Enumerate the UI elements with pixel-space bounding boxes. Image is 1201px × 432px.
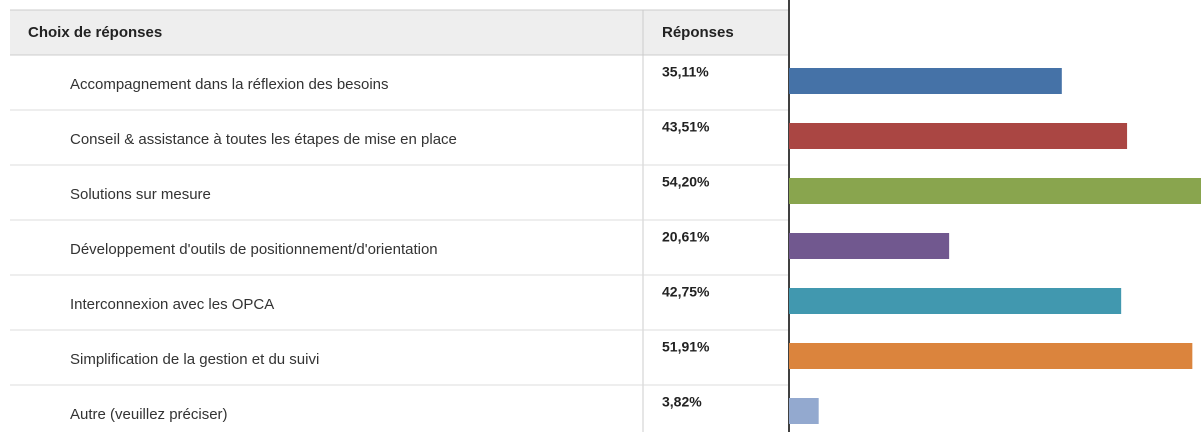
bar <box>789 178 1201 204</box>
choice-label: Autre (veuillez préciser) <box>70 406 228 423</box>
response-percent: 35,11% <box>662 64 709 80</box>
bar <box>789 68 1062 94</box>
response-percent: 20,61% <box>662 229 710 245</box>
choice-label: Solutions sur mesure <box>70 186 211 203</box>
bar <box>789 343 1193 369</box>
bar <box>789 123 1128 149</box>
response-percent: 43,51% <box>662 119 710 135</box>
response-percent: 51,91% <box>662 339 710 355</box>
choice-label: Interconnexion avec les OPCA <box>70 296 274 313</box>
bar <box>789 233 950 259</box>
header-bg <box>10 10 788 55</box>
bar <box>789 398 819 424</box>
choice-label: Simplification de la gestion et du suivi <box>70 351 319 368</box>
choice-label: Conseil & assistance à toutes les étapes… <box>70 131 457 148</box>
response-percent: 54,20% <box>662 174 710 190</box>
response-percent: 42,75% <box>662 284 710 300</box>
header-choices: Choix de réponses <box>28 24 162 41</box>
header-responses: Réponses <box>662 24 734 41</box>
response-percent: 3,82% <box>662 394 702 410</box>
bar <box>789 288 1122 314</box>
choice-label: Développement d'outils de positionnement… <box>70 241 438 258</box>
choice-label: Accompagnement dans la réflexion des bes… <box>70 76 389 93</box>
